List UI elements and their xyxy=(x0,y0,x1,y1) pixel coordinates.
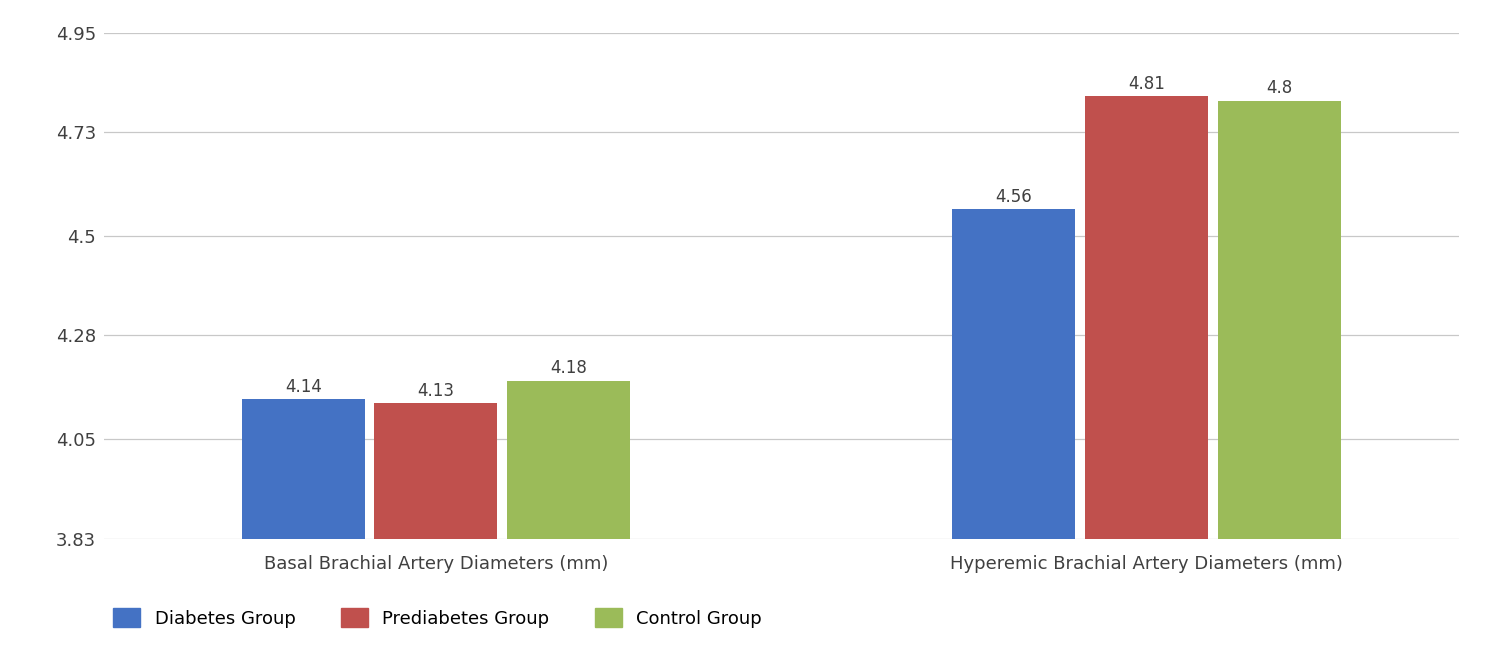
Bar xyxy=(374,403,497,539)
Text: 4.56: 4.56 xyxy=(996,188,1032,206)
Text: 4.14: 4.14 xyxy=(284,378,322,396)
Text: 4.18: 4.18 xyxy=(549,359,587,378)
Legend: Diabetes Group, Prediabetes Group, Control Group: Diabetes Group, Prediabetes Group, Contr… xyxy=(113,608,762,628)
Bar xyxy=(241,399,365,539)
Text: 4.81: 4.81 xyxy=(1129,75,1164,93)
Bar xyxy=(506,380,630,539)
Bar xyxy=(1085,96,1208,539)
Text: 4.8: 4.8 xyxy=(1266,79,1292,97)
Text: 4.13: 4.13 xyxy=(417,382,454,400)
Bar xyxy=(953,209,1075,539)
Bar xyxy=(1218,101,1340,539)
